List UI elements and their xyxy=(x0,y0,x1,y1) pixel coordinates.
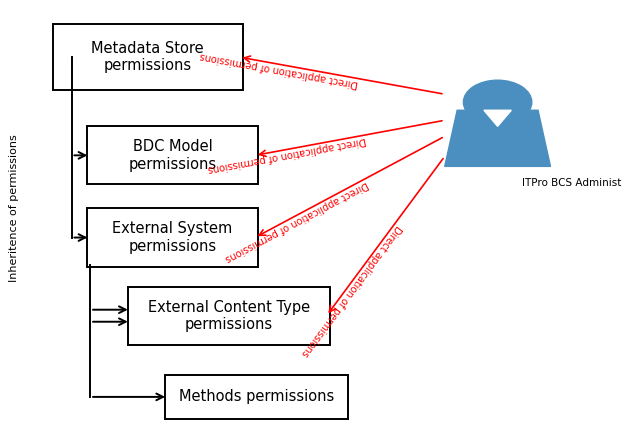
Polygon shape xyxy=(484,110,511,126)
Text: Direct application of permissions: Direct application of permissions xyxy=(198,50,358,89)
Text: Inheritence of permissions: Inheritence of permissions xyxy=(9,135,19,282)
FancyBboxPatch shape xyxy=(87,209,258,267)
Circle shape xyxy=(463,80,532,124)
Text: BDC Model
permissions: BDC Model permissions xyxy=(129,139,216,172)
Text: Direct application of permissions: Direct application of permissions xyxy=(207,135,367,174)
FancyBboxPatch shape xyxy=(165,375,348,419)
FancyBboxPatch shape xyxy=(128,287,330,345)
Text: Methods permissions: Methods permissions xyxy=(179,389,334,404)
FancyBboxPatch shape xyxy=(53,24,243,90)
Text: Direct application of permissions: Direct application of permissions xyxy=(223,179,369,263)
Text: ITPro BCS Administrator: ITPro BCS Administrator xyxy=(522,179,622,188)
Text: External System
permissions: External System permissions xyxy=(113,221,233,254)
Polygon shape xyxy=(445,110,550,166)
Text: External Content Type
permissions: External Content Type permissions xyxy=(147,299,310,332)
FancyBboxPatch shape xyxy=(87,126,258,184)
Text: Direct application of permissions: Direct application of permissions xyxy=(299,223,403,359)
Text: Metadata Store
permissions: Metadata Store permissions xyxy=(91,41,204,73)
